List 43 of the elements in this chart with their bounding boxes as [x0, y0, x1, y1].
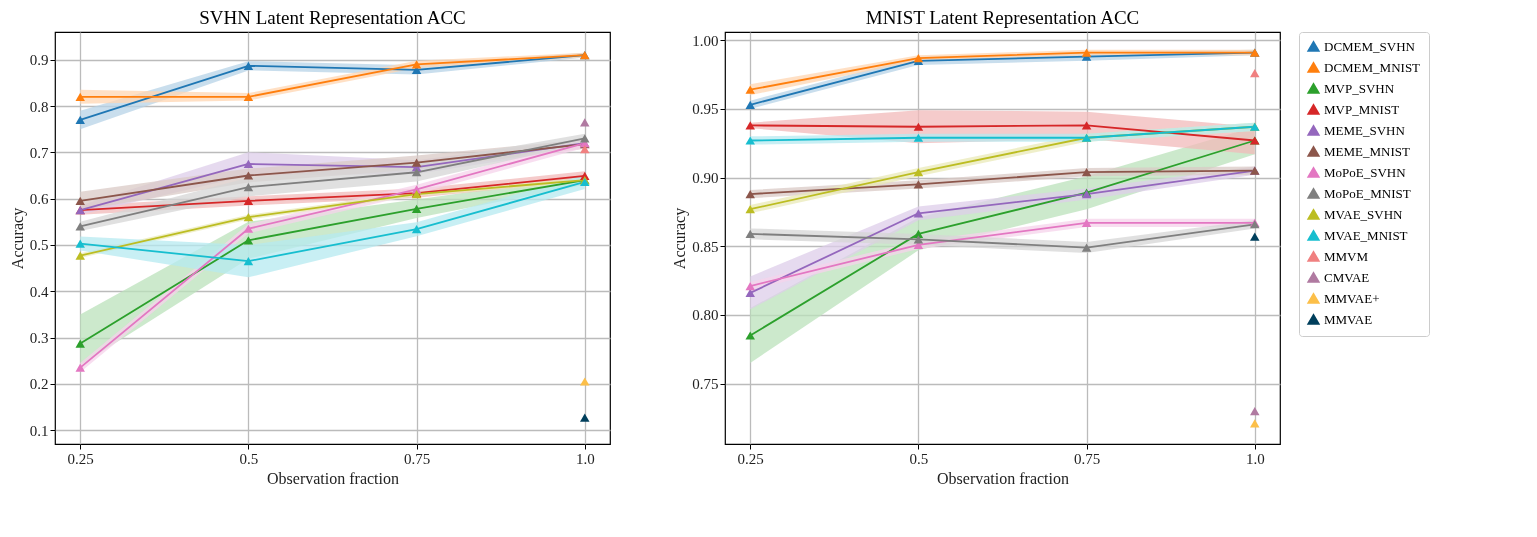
x-tick-label: 0.75	[1073, 450, 1101, 467]
legend-label: MMVAE	[1324, 311, 1373, 327]
y-tick-label: 0.75	[692, 376, 719, 393]
x-tick-label: 0.5	[909, 450, 929, 467]
legend-label: DCMEM_MNIST	[1324, 59, 1421, 75]
legend-label: MMVM	[1324, 248, 1369, 264]
y-tick-label: 0.95	[692, 101, 719, 118]
y-tick-label: 0.85	[692, 238, 719, 255]
x-axis-title: Observation fraction	[937, 469, 1069, 487]
legend-label: MoPoE_MNIST	[1324, 185, 1411, 201]
y-axis-title: Accuracy	[671, 207, 690, 270]
chart-title: MNIST Latent Representation ACC	[865, 7, 1140, 28]
x-tick-label: 1.0	[575, 450, 595, 467]
x-axis-title: Observation fraction	[267, 469, 399, 487]
x-tick-label: 1.0	[1245, 450, 1265, 467]
x-tick-label: 0.5	[239, 450, 259, 467]
y-tick-label: 0.9	[29, 52, 49, 69]
y-tick-label: 0.7	[29, 144, 49, 161]
x-tick-label: 0.25	[737, 450, 764, 467]
legend-label: MEME_MNIST	[1324, 143, 1411, 159]
chart-title: SVHN Latent Representation ACC	[199, 7, 466, 28]
y-tick-label: 0.8	[29, 98, 49, 115]
y-tick-label: 0.2	[29, 376, 49, 393]
legend-label: MVP_MNIST	[1324, 101, 1400, 117]
y-axis-title: Accuracy	[8, 207, 27, 270]
x-tick-label: 0.25	[67, 450, 94, 467]
legend-label: MEME_SVHN	[1324, 122, 1406, 138]
legend-label: MMVAE+	[1324, 290, 1380, 306]
y-tick-label: 0.80	[692, 307, 719, 324]
legend-label: MVAE_MNIST	[1324, 227, 1408, 243]
x-tick-label: 0.75	[403, 450, 431, 467]
y-tick-label: 1.00	[692, 32, 719, 49]
legend-label: MoPoE_SVHN	[1324, 164, 1407, 180]
legend-label: MVP_SVHN	[1324, 80, 1395, 96]
y-tick-label: 0.3	[29, 330, 49, 347]
y-tick-label: 0.5	[29, 237, 49, 254]
legend-label: DCMEM_SVHN	[1324, 38, 1416, 54]
y-tick-label: 0.4	[29, 283, 49, 300]
y-tick-label: 0.90	[692, 170, 719, 187]
legend-label: MVAE_SVHN	[1324, 206, 1404, 222]
y-tick-label: 0.6	[29, 191, 49, 208]
legend-label: CMVAE	[1324, 269, 1370, 285]
y-tick-label: 0.1	[29, 422, 49, 439]
